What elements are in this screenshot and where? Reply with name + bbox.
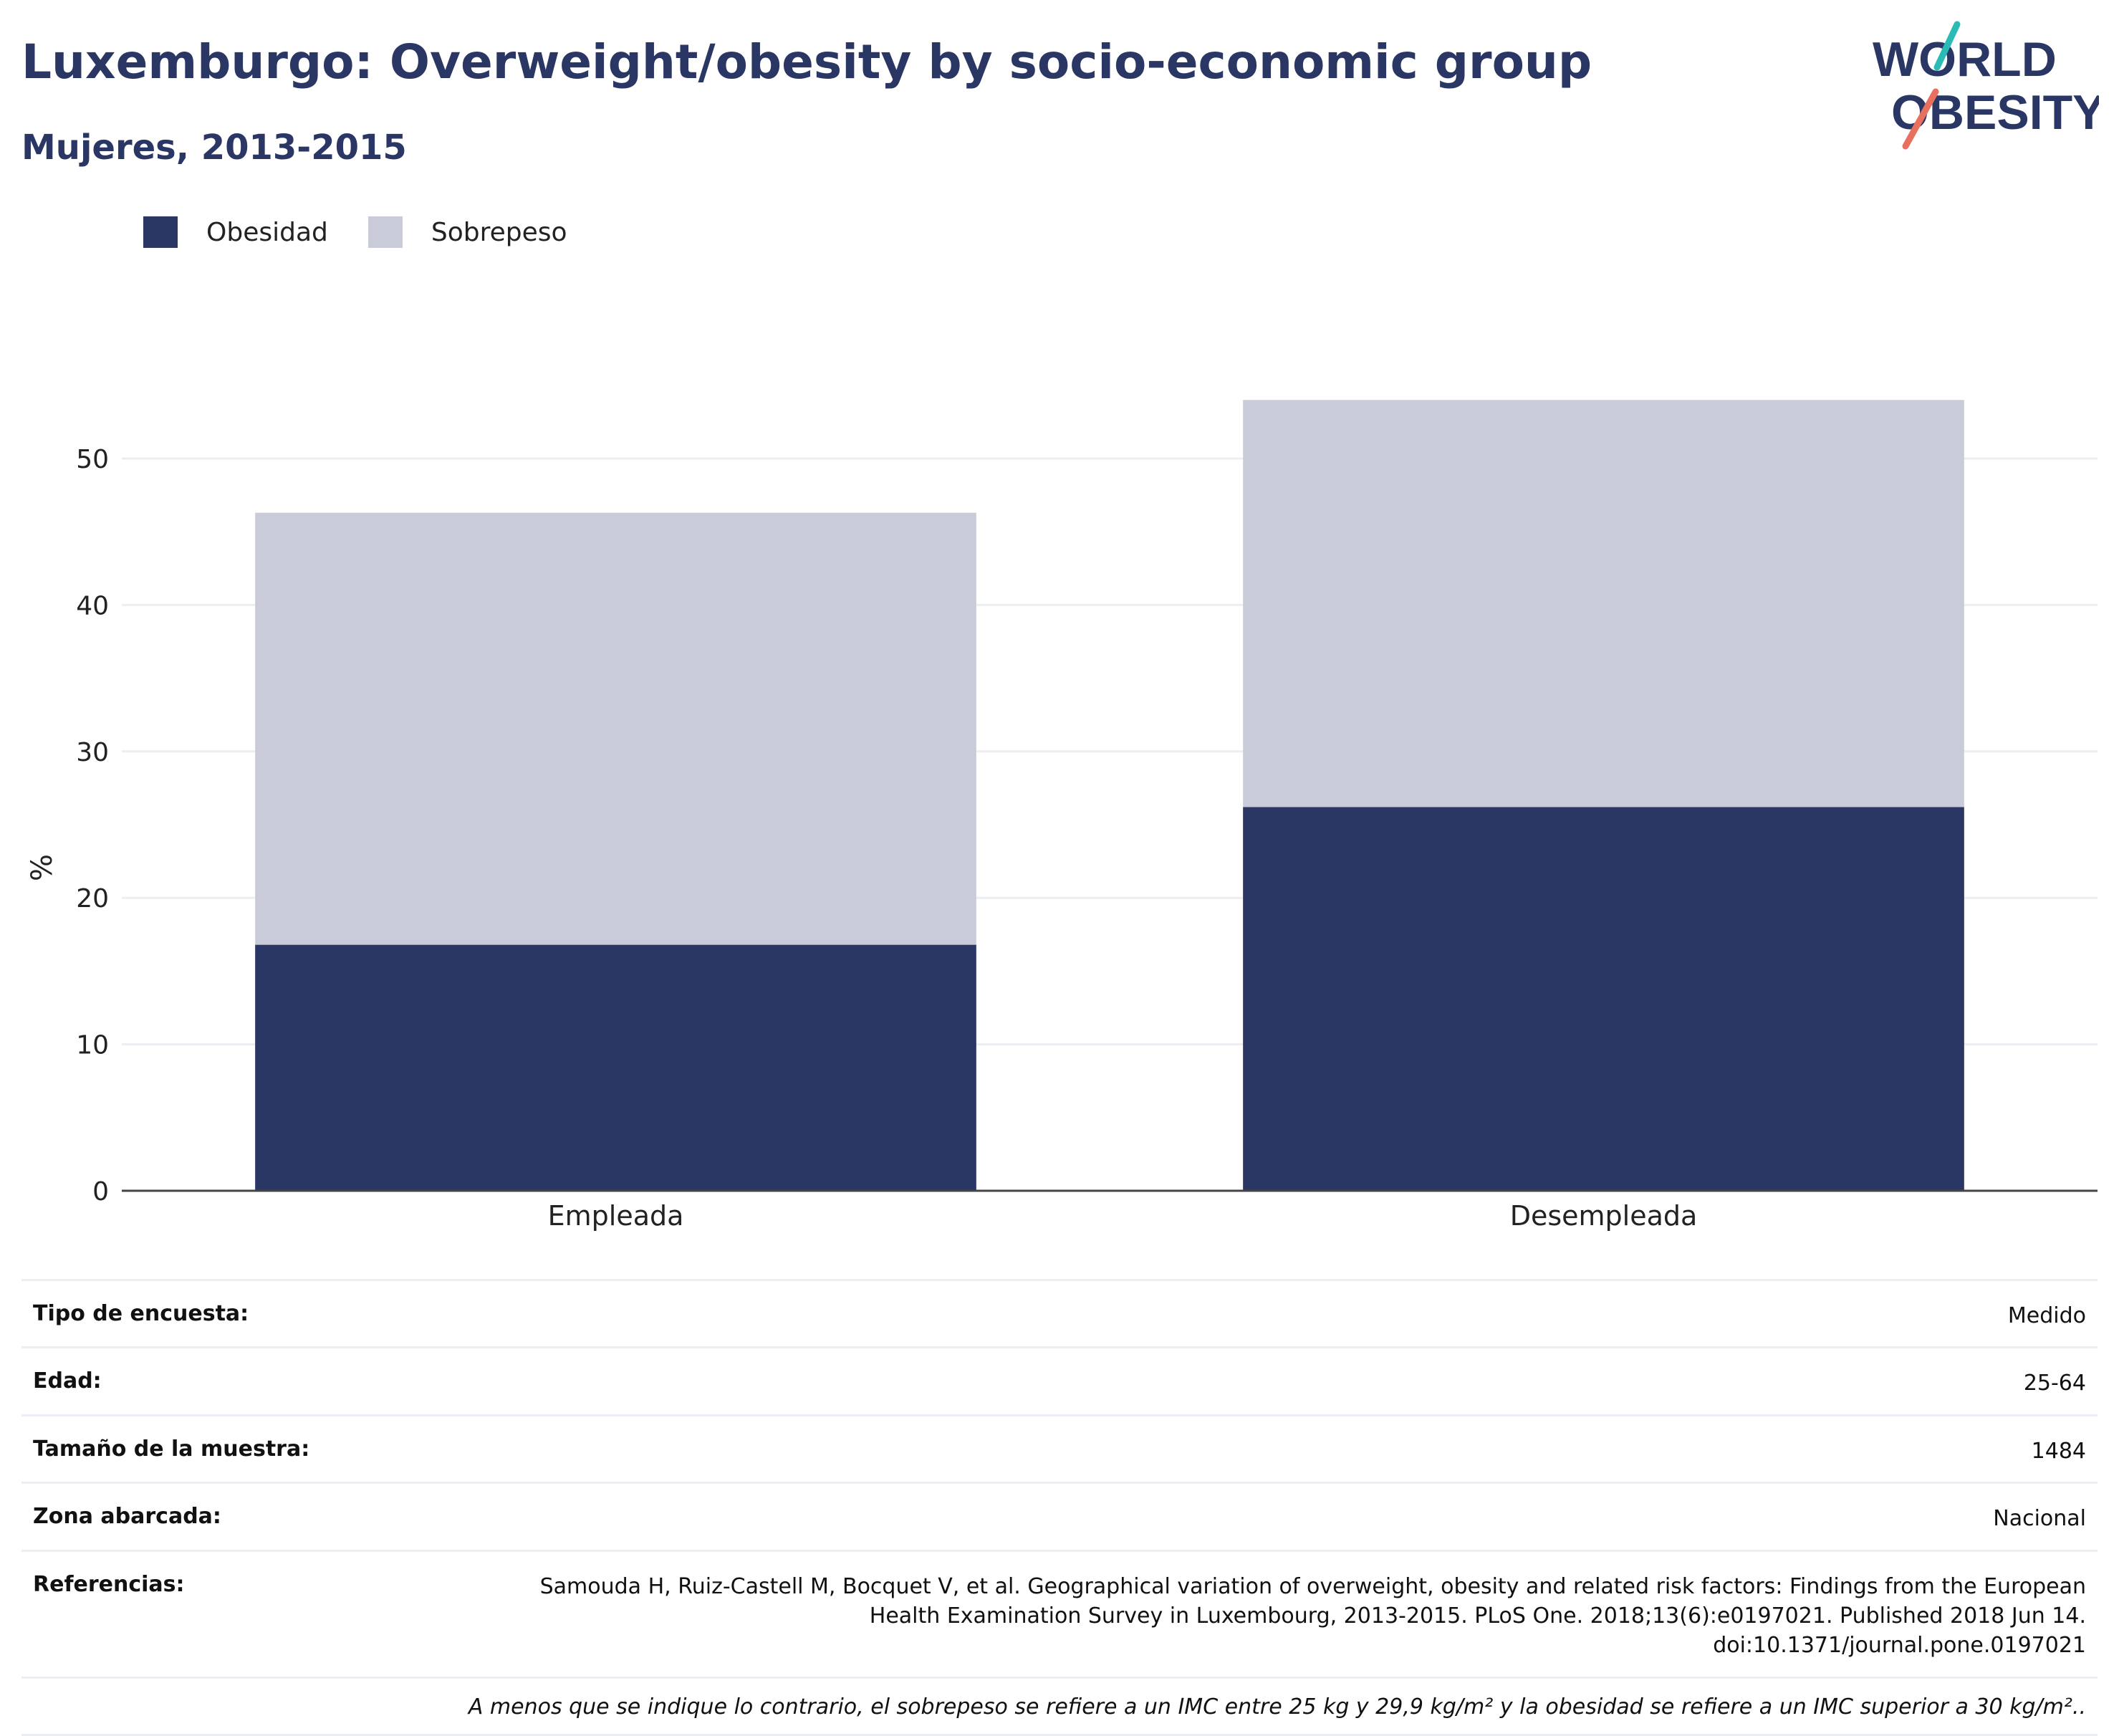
world-obesity-logo: WORLD OBESITY — [1873, 21, 2099, 150]
bar-obesidad-desempleada[interactable] — [1243, 807, 1964, 1191]
info-label: Tamaño de la muestra: — [33, 1436, 310, 1462]
bar-sobrepeso-desempleada[interactable] — [1243, 400, 1964, 807]
info-row: Zona abarcada: Nacional — [21, 1482, 2098, 1549]
info-value: 25-64 — [2023, 1371, 2086, 1396]
info-value: Nacional — [1993, 1506, 2086, 1532]
chart-subtitle: Mujeres, 2013-2015 — [21, 128, 407, 168]
y-tick-label: 40 — [76, 591, 109, 620]
svg-text:WORLD: WORLD — [1873, 32, 2057, 87]
info-row-references: Referencias: Samouda H, Ruiz-Castell M, … — [21, 1549, 2098, 1677]
info-row: Tipo de encuesta: Medido — [21, 1279, 2098, 1346]
bar-obesidad-empleada[interactable] — [255, 944, 976, 1191]
definition-note: A menos que se indique lo contrario, el … — [21, 1676, 2098, 1736]
legend-label-obesidad: Obesidad — [206, 217, 328, 247]
legend-swatch-obesidad — [143, 216, 178, 248]
info-value: 1484 — [2031, 1438, 2086, 1464]
info-label: Edad: — [33, 1368, 102, 1394]
legend-swatch-sobrepeso — [367, 216, 403, 248]
bar-sobrepeso-empleada[interactable] — [255, 512, 976, 945]
chart-title: Luxemburgo: Overweight/obesity by socio-… — [21, 34, 1592, 90]
x-tick-label: Empleada — [548, 1200, 684, 1232]
y-tick-label: 50 — [76, 445, 109, 474]
legend-item-obesidad[interactable]: Obesidad — [143, 216, 328, 248]
y-tick-label: 0 — [92, 1177, 109, 1207]
info-row: Tamaño de la muestra: 1484 — [21, 1414, 2098, 1482]
legend-label-sobrepeso: Sobrepeso — [431, 217, 567, 247]
chart-legend: Obesidad Sobrepeso — [143, 216, 607, 248]
info-value-references: Samouda H, Ruiz-Castell M, Bocquet V, et… — [539, 1573, 2086, 1659]
y-axis-label: % — [26, 854, 59, 881]
bar-chart: 0 10 20 30 40 50 Empleada Desempleada% — [26, 400, 2098, 1232]
info-row: Edad: 25-64 — [21, 1346, 2098, 1414]
info-label-references: Referencias: — [33, 1571, 185, 1597]
info-label: Zona abarcada: — [33, 1504, 221, 1530]
info-value: Medido — [2007, 1303, 2086, 1328]
y-tick-label: 10 — [76, 1031, 109, 1060]
info-label: Tipo de encuesta: — [33, 1301, 249, 1326]
x-tick-label: Desempleada — [1510, 1200, 1698, 1232]
y-tick-label: 30 — [76, 738, 109, 767]
survey-info-table: Tipo de encuesta: Medido Edad: 25-64 Tamaño … — [21, 1279, 2098, 1736]
legend-item-sobrepeso[interactable]: Sobrepeso — [367, 216, 567, 248]
y-tick-label: 20 — [76, 884, 109, 913]
